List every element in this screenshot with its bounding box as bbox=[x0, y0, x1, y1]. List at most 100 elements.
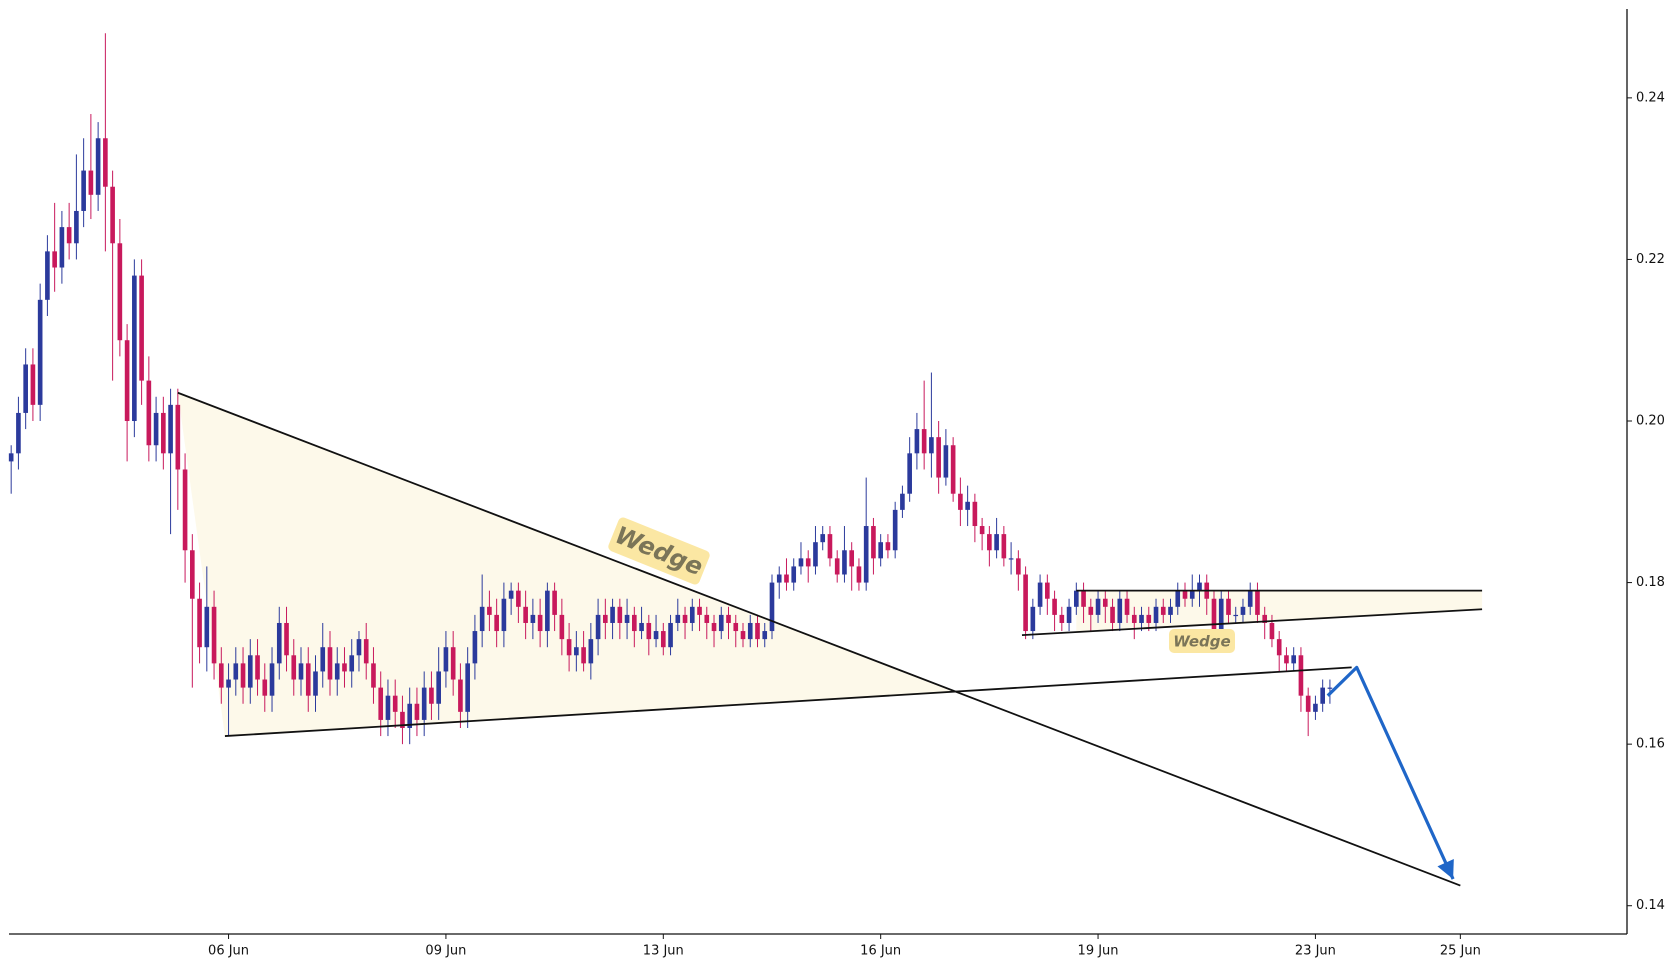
candle-body bbox=[327, 647, 333, 680]
candle-body bbox=[371, 663, 376, 688]
candle-body bbox=[110, 186, 115, 244]
candle-body bbox=[784, 574, 789, 583]
candle-body bbox=[284, 622, 289, 656]
candle-body bbox=[1023, 574, 1028, 632]
arrow-head bbox=[1437, 858, 1454, 880]
candle-body bbox=[718, 614, 724, 632]
candle-body bbox=[269, 663, 275, 696]
candle-body bbox=[226, 679, 231, 688]
candle-body bbox=[88, 170, 94, 195]
candle-body bbox=[1066, 606, 1072, 623]
candle-body bbox=[276, 622, 282, 664]
candle-body bbox=[95, 138, 101, 195]
candle-body bbox=[197, 598, 202, 648]
label-box bbox=[608, 517, 710, 585]
candle-body bbox=[74, 210, 79, 244]
candle-body bbox=[52, 251, 57, 268]
candle-body bbox=[139, 275, 144, 381]
candle-body bbox=[631, 614, 637, 632]
y-tick-label: 0.16 bbox=[1636, 737, 1665, 752]
candle-body bbox=[776, 574, 782, 583]
candle-body bbox=[298, 663, 304, 680]
candle-body bbox=[247, 655, 253, 688]
x-tick-label: 06 Jun bbox=[208, 944, 249, 959]
candle-body bbox=[965, 501, 970, 510]
candle-body bbox=[849, 550, 855, 567]
candle-body bbox=[494, 614, 499, 632]
candle-body bbox=[45, 251, 50, 300]
candle-body bbox=[1197, 582, 1202, 591]
candle-body bbox=[921, 429, 927, 454]
candle-body bbox=[1313, 703, 1318, 712]
candle-body bbox=[1124, 598, 1130, 615]
candle-body bbox=[1269, 622, 1275, 640]
y-tick-label: 0.14 bbox=[1636, 898, 1665, 913]
candle-body bbox=[407, 703, 413, 728]
candle-body bbox=[153, 412, 159, 446]
candle-body bbox=[668, 622, 673, 648]
candle-body bbox=[805, 558, 811, 567]
label-text: Wedge bbox=[1173, 633, 1230, 651]
candle-body bbox=[900, 493, 905, 510]
candle-body bbox=[581, 647, 586, 664]
candle-body bbox=[320, 647, 326, 672]
candle-body bbox=[733, 622, 739, 632]
candle-body bbox=[798, 558, 804, 567]
candle-body bbox=[892, 509, 898, 551]
candle-body bbox=[972, 501, 978, 527]
candle-body bbox=[1153, 606, 1159, 623]
candle-body bbox=[161, 412, 166, 454]
candle-body bbox=[392, 695, 398, 712]
candle-body bbox=[994, 534, 999, 551]
y-tick-label: 0.24 bbox=[1636, 90, 1665, 105]
candle-body bbox=[740, 631, 746, 640]
candle-body bbox=[979, 526, 985, 535]
candle-body bbox=[624, 614, 630, 623]
candle-body bbox=[204, 606, 210, 648]
candle-body bbox=[1045, 582, 1050, 599]
candle-body bbox=[1298, 655, 1304, 696]
candle-body bbox=[1059, 614, 1065, 623]
candle-body bbox=[132, 275, 137, 422]
candle-body bbox=[1146, 614, 1152, 623]
candle-body bbox=[1262, 614, 1268, 623]
candle-body bbox=[1226, 598, 1231, 615]
candle-body bbox=[501, 598, 507, 632]
candle-body bbox=[834, 558, 840, 575]
candle-body bbox=[791, 566, 797, 583]
candle-body bbox=[37, 299, 43, 405]
candle-body bbox=[421, 687, 427, 720]
candle-body bbox=[182, 469, 188, 551]
y-tick-label: 0.18 bbox=[1636, 575, 1665, 590]
candle-body bbox=[1081, 590, 1086, 607]
trend-line bbox=[1021, 608, 1483, 636]
candle-body bbox=[1175, 590, 1181, 607]
candle-body bbox=[907, 453, 912, 494]
candle-body bbox=[660, 631, 666, 648]
y-tick-label: 0.20 bbox=[1636, 414, 1665, 429]
candle-body bbox=[653, 631, 659, 640]
candle-body bbox=[516, 590, 521, 607]
projection-arrow bbox=[1326, 665, 1455, 880]
candle-body bbox=[537, 614, 543, 632]
candle-body bbox=[769, 582, 775, 632]
candle-body bbox=[313, 671, 318, 696]
candle-body bbox=[943, 445, 949, 478]
candle-body bbox=[704, 614, 710, 623]
candle-body bbox=[175, 404, 181, 470]
candle-body bbox=[1001, 534, 1007, 559]
candle-body bbox=[349, 655, 355, 672]
candle-body bbox=[958, 493, 963, 510]
candle-body bbox=[23, 364, 28, 413]
x-tick-label: 19 Jun bbox=[1078, 944, 1119, 959]
candle-body bbox=[429, 687, 434, 704]
candle-body bbox=[682, 614, 688, 623]
pattern-fill bbox=[1021, 590, 1483, 636]
candle-body bbox=[233, 663, 239, 680]
candle-body bbox=[566, 639, 572, 656]
candle-body bbox=[472, 631, 478, 664]
candle-body bbox=[755, 622, 760, 640]
candle-body bbox=[747, 622, 753, 640]
candle-body bbox=[66, 227, 72, 244]
candle-body bbox=[190, 550, 195, 599]
